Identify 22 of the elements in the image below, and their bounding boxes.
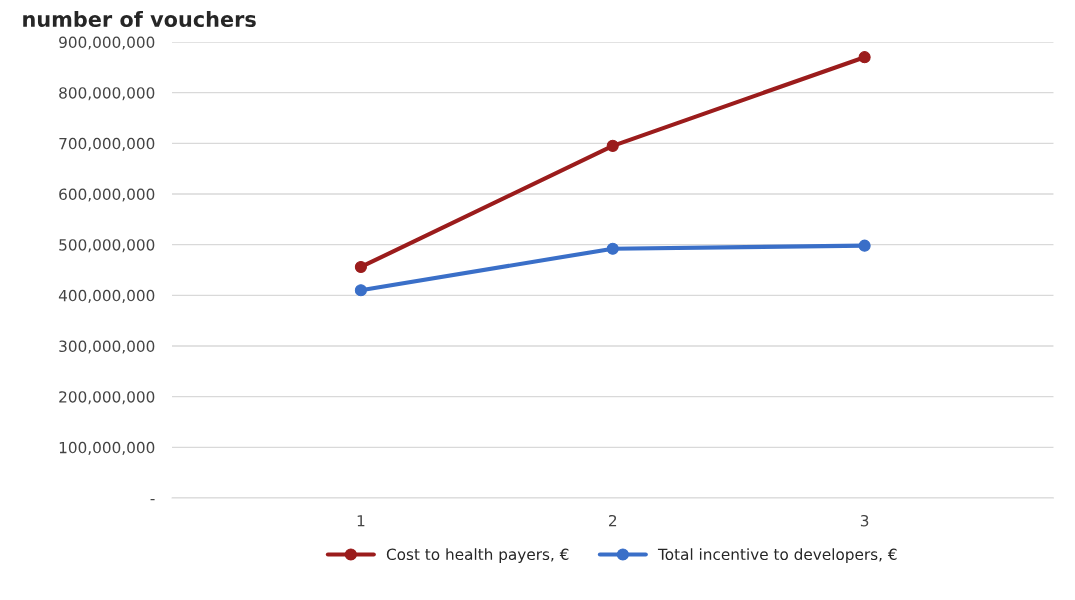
legend-label: Total incentive to developers, €: [657, 548, 897, 564]
y-tick-label: 500,000,000: [59, 239, 155, 253]
point: [858, 239, 871, 252]
y-tick-label: 800,000,000: [59, 87, 155, 101]
chart-title: number of vouchers: [23, 10, 256, 28]
y-tick-label: 400,000,000: [58, 289, 155, 303]
point: [606, 139, 619, 152]
y-tick-label: 700,000,000: [59, 137, 155, 151]
point: [354, 284, 367, 297]
y-tick-label: 300,000,000: [59, 340, 155, 354]
x-tick-label: 1: [357, 515, 365, 527]
y-tick-label: 200,000,000: [59, 391, 155, 405]
x-tick-label: 2: [609, 514, 617, 527]
point: [858, 51, 871, 64]
x-tick-label: 3: [860, 514, 869, 527]
point: [606, 242, 619, 255]
legend-label: Cost to health payers, €: [386, 548, 569, 564]
y-tick-label: 100,000,000: [59, 441, 155, 455]
y-tick-label: 600,000,000: [59, 188, 155, 202]
point: [354, 260, 367, 274]
y-tick-label: 900,000,000: [59, 36, 155, 50]
y-tick-label: -: [150, 499, 155, 501]
